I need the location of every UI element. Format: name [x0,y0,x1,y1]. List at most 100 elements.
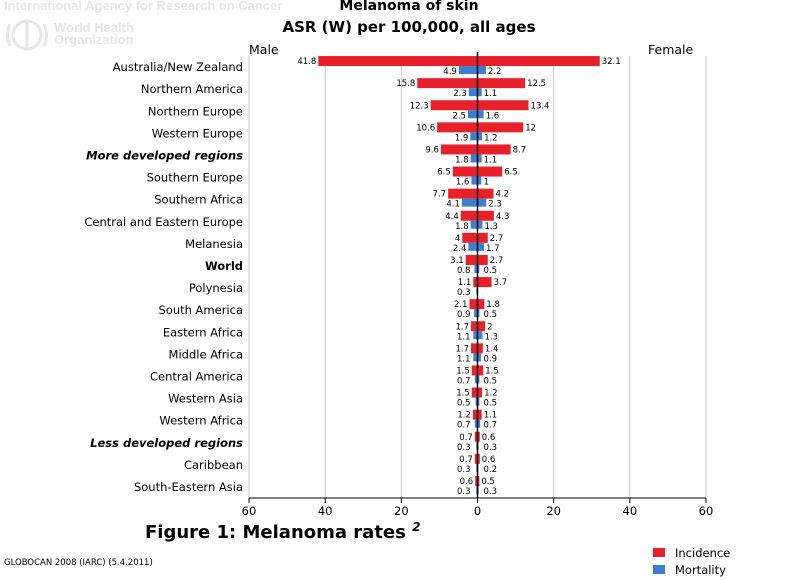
bar-mortality-male [467,110,478,119]
data-label-incidence-female: 2.7 [490,256,504,266]
data-label-incidence-female: 1.2 [484,389,498,399]
data-label-incidence-male: 12.3 [410,101,429,111]
data-label-incidence-female: 12 [525,123,536,133]
data-label-mortality-female: 0.3 [484,443,498,453]
data-label-incidence-male: 1.7 [455,344,469,354]
bar-mortality-female [477,198,487,207]
data-label-incidence-male: 1.5 [456,366,470,376]
data-label-mortality-female: 2.2 [488,67,502,77]
data-label-incidence-female: 1.1 [484,411,498,421]
data-label-incidence-male: 1.5 [456,389,470,399]
bar-incidence-female [477,387,483,398]
category-label: Melanesia [185,237,243,251]
bar-mortality-female [477,242,484,251]
legend-swatch-incidence [653,548,665,557]
data-label-mortality-male: 0.7 [457,421,471,431]
category-label: Central and Eastern Europe [84,215,243,229]
bar-mortality-male [470,220,478,229]
data-label-incidence-female: 13.4 [531,101,550,111]
category-label: Eastern Africa [163,325,243,339]
bar-mortality-male [473,353,478,362]
data-label-mortality-male: 4.9 [443,67,457,77]
bar-incidence-male [469,299,478,310]
category-label: Southern Africa [154,193,243,207]
bar-incidence-female [477,475,480,486]
source-note: GLOBOCAN 2008 (IARC) (5.4.2011) [4,558,153,568]
data-label-incidence-female: 4.3 [496,212,510,222]
bar-incidence-male [437,122,478,133]
data-label-mortality-male: 0.9 [457,310,471,320]
female-label: Female [648,42,694,57]
bar-mortality-female [477,309,480,318]
data-label-incidence-female: 2.7 [490,234,504,244]
watermark-who-line1: World Health [54,20,134,35]
bar-incidence-female [477,343,483,354]
data-label-mortality-male: 1.6 [456,178,470,188]
data-label-mortality-female: 1.3 [484,222,498,232]
data-label-incidence-male: 1.1 [458,278,472,288]
figure-caption-reference: 2 [412,520,421,534]
figure-caption-text: Figure 1: Melanoma rates [145,522,406,543]
bar-incidence-female [477,409,482,420]
x-tick-label: 40 [318,504,333,518]
watermark-iarc-text: International Agency for Research on Can… [4,0,283,13]
data-label-incidence-female: 0.6 [482,455,496,465]
data-label-mortality-female: 2.3 [488,200,502,210]
data-label-mortality-female: 1 [484,178,489,188]
bar-mortality-female [477,66,486,75]
bar-mortality-male [474,309,478,318]
category-label: Central America [150,369,243,383]
data-label-incidence-male: 15.8 [396,79,415,89]
data-label-mortality-female: 0.7 [484,421,498,431]
data-label-incidence-female: 12.5 [527,79,546,89]
category-label: Southern Europe [147,171,243,185]
data-label-mortality-female: 0.5 [484,266,498,276]
data-label-mortality-male: 2.5 [452,111,466,121]
data-label-mortality-male: 2.3 [453,89,467,99]
data-label-incidence-male: 10.6 [416,123,435,133]
data-label-mortality-female: 0.9 [484,354,498,364]
category-label: Polynesia [189,281,243,295]
data-label-incidence-female: 0.5 [481,477,495,487]
data-label-incidence-male: 0.7 [459,455,473,465]
bar-mortality-female [477,220,483,229]
data-label-mortality-male: 0.3 [457,465,471,475]
data-label-incidence-female: 32.1 [602,57,621,67]
bar-mortality-male [474,419,478,428]
data-label-mortality-male: 0.5 [457,399,471,409]
data-label-incidence-male: 4 [455,234,460,244]
bar-incidence-male [471,365,478,376]
bar-mortality-male [471,176,478,185]
data-label-mortality-female: 1.3 [484,332,498,342]
data-label-incidence-male: 3.1 [450,256,464,266]
bar-incidence-female [477,365,484,376]
bar-mortality-female [477,264,480,273]
bar-mortality-male [474,264,478,273]
data-label-incidence-male: 1.7 [455,322,469,332]
data-label-incidence-male: 4.4 [445,212,459,222]
data-label-mortality-male: 0.8 [457,266,471,276]
bar-incidence-female [477,299,485,310]
bar-mortality-female [477,419,481,428]
category-label: Western Africa [159,414,243,428]
bar-incidence-female [477,210,494,221]
data-label-incidence-female: 2 [487,322,492,332]
data-label-mortality-male: 1.1 [457,354,471,364]
x-tick-label: 20 [546,504,561,518]
data-label-mortality-female: 1.7 [486,244,500,254]
data-label-mortality-male: 0.3 [457,288,471,298]
data-label-mortality-male: 0.3 [457,443,471,453]
bar-incidence-male [465,254,478,265]
bar-mortality-male [458,66,478,75]
data-label-incidence-female: 4.2 [495,190,509,200]
watermark-who-line2: Organization [54,32,134,47]
data-label-mortality-male: 0.3 [457,487,471,497]
data-label-mortality-male: 1.9 [455,133,469,143]
data-label-mortality-female: 0.5 [484,376,498,386]
x-tick-label: 20 [394,504,409,518]
bar-incidence-male [417,78,478,89]
male-label: Male [249,42,279,57]
bar-incidence-male [475,475,478,486]
bar-incidence-male [473,277,478,288]
legend-label-incidence: Incidence [675,545,731,560]
